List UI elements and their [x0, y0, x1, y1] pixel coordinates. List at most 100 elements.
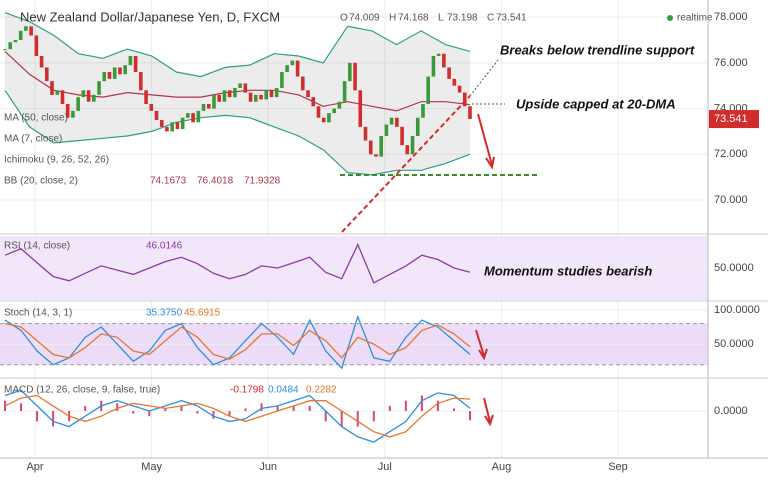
candle: [107, 72, 112, 79]
candle: [44, 67, 49, 82]
series-line: [4, 12, 471, 78]
ohlc-value: 73.198: [447, 13, 478, 24]
series-line: [4, 89, 471, 176]
series-line: [4, 242, 471, 284]
y-tick-label: 0.0000: [714, 405, 748, 417]
annotation: Upside capped at 20-DMA: [516, 96, 676, 111]
ohlc-value: 73.541: [496, 13, 527, 24]
candle: [447, 67, 451, 79]
candle: [170, 122, 174, 132]
y-tick-label: 50.0000: [714, 338, 754, 350]
candle: [337, 101, 342, 109]
candle: [259, 94, 263, 100]
series-line: [4, 322, 471, 360]
indicator-value: 35.3750: [146, 308, 183, 319]
candle: [290, 60, 295, 66]
candle: [191, 113, 195, 123]
candle: [421, 104, 425, 118]
candle: [384, 124, 389, 136]
candle: [415, 117, 420, 136]
arrow: [483, 397, 494, 427]
price-tag: [709, 110, 759, 129]
price-tag-label: 73.541: [714, 113, 748, 125]
x-tick-label: Jun: [259, 461, 277, 473]
candle: [405, 145, 410, 155]
y-tick-label: 78.000: [714, 11, 748, 23]
candle: [222, 90, 227, 102]
candle: [400, 126, 404, 146]
candle: [306, 90, 310, 98]
annotation: Breaks below trendline support: [500, 42, 695, 57]
indicator-value: 45.6915: [184, 308, 221, 319]
candle: [8, 42, 13, 50]
candle: [468, 106, 472, 120]
candle: [196, 110, 201, 123]
x-tick-label: Apr: [26, 461, 43, 473]
arrow: [477, 113, 495, 170]
candle: [358, 90, 363, 127]
indicator-label: BB (20, close, 2): [4, 176, 78, 187]
bb-fill: [5, 12, 470, 175]
candle: [243, 83, 248, 93]
candle: [233, 88, 237, 98]
candle: [374, 154, 378, 157]
candle: [395, 117, 399, 127]
candle: [159, 120, 164, 127]
indicator-label: Ichimoku (9, 26, 52, 26): [4, 155, 109, 166]
indicator-value: 46.0146: [146, 241, 183, 252]
y-tick-label: 76.000: [714, 57, 748, 69]
x-tick-label: Sep: [608, 461, 628, 473]
candle: [65, 104, 70, 118]
candle: [212, 94, 216, 109]
candle: [97, 81, 101, 95]
indicator-label: MA (7, close): [4, 134, 62, 145]
candle: [71, 110, 75, 118]
candle: [175, 122, 180, 130]
y-tick-label: 100.0000: [714, 304, 760, 316]
candle: [217, 94, 222, 102]
candle: [457, 85, 462, 93]
candle: [321, 117, 326, 123]
x-tick-label: May: [141, 461, 162, 473]
candle: [227, 90, 232, 98]
candle: [348, 62, 352, 82]
status: realtime: [677, 13, 713, 24]
candle: [442, 53, 446, 68]
candle: [332, 108, 336, 114]
series-line: [4, 389, 471, 443]
candle: [118, 67, 122, 75]
candle: [149, 104, 154, 111]
candle: [264, 90, 269, 100]
indicator-value: 0.0484: [268, 385, 299, 396]
candle: [379, 136, 383, 157]
candle: [248, 92, 253, 102]
y-tick-label: 70.000: [714, 194, 748, 206]
candle: [342, 81, 347, 102]
candle: [50, 81, 54, 95]
y-tick-label: 50.0000: [714, 262, 754, 274]
candle: [18, 30, 23, 40]
candle: [410, 136, 415, 155]
status-dot: [667, 15, 673, 21]
candle: [76, 97, 80, 111]
x-tick-label: Jul: [378, 461, 392, 473]
candle: [426, 76, 431, 104]
candle: [206, 104, 211, 109]
candle: [274, 88, 279, 98]
series-line: [4, 394, 471, 438]
candle: [112, 67, 117, 79]
candle: [29, 26, 33, 36]
indicator-value: 0.2282: [306, 385, 337, 396]
ohlc-label: H: [389, 13, 396, 24]
candle: [280, 72, 284, 88]
candle: [353, 62, 357, 91]
grid: [0, 0, 768, 458]
candle: [269, 90, 274, 98]
indicator-value: 76.4018: [197, 176, 234, 187]
ohlc-value: 74.168: [398, 13, 429, 24]
candle: [452, 78, 457, 86]
candle: [60, 90, 65, 104]
candle: [201, 104, 206, 111]
candle: [81, 90, 86, 98]
chart-title: New Zealand Dollar/Japanese Yen, D, FXCM: [20, 9, 280, 24]
